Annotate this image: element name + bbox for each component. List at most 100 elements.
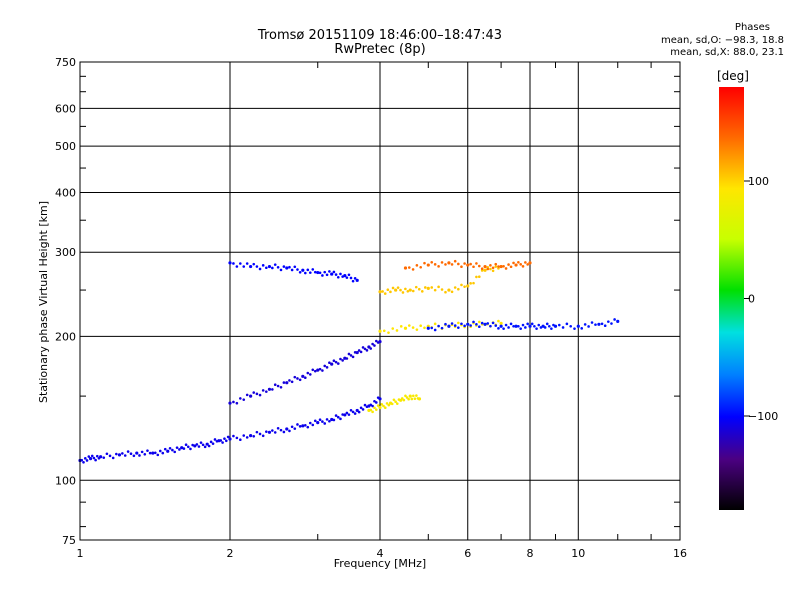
- echo-dot: [603, 324, 607, 328]
- series-2: [228, 339, 382, 405]
- echo-dot: [535, 327, 538, 330]
- echo-dot: [156, 453, 160, 457]
- echo-dot: [235, 436, 239, 440]
- echo-dot: [361, 346, 365, 349]
- data-point: [483, 268, 487, 272]
- echo-dot: [353, 412, 357, 415]
- data-point: [541, 324, 545, 328]
- data-point: [553, 324, 558, 328]
- echo-dot: [369, 347, 373, 350]
- echo-dot: [521, 265, 525, 268]
- echo-dot: [245, 436, 249, 439]
- x-tick-label: 8: [527, 547, 534, 560]
- echo-dot: [382, 404, 385, 408]
- echo-dot: [308, 373, 312, 376]
- echo-dot: [524, 261, 527, 264]
- echo-dot: [472, 265, 475, 269]
- echo-dot: [261, 434, 265, 438]
- echo-dot: [282, 430, 286, 434]
- y-tick-label: 400: [55, 186, 76, 199]
- echo-dot: [239, 262, 242, 265]
- data-point: [399, 398, 403, 402]
- echo-dot: [288, 265, 291, 269]
- data-point: [408, 394, 412, 398]
- echo-dot: [594, 323, 597, 326]
- data-point: [466, 284, 470, 288]
- echo-dot: [590, 321, 594, 324]
- echo-dot: [279, 428, 283, 432]
- echo-dot: [472, 320, 475, 324]
- echo-dot: [255, 265, 259, 268]
- echo-dot: [406, 289, 410, 293]
- data-point: [330, 272, 334, 276]
- echo-dot: [105, 452, 109, 456]
- data-point: [483, 322, 487, 326]
- echo-dot: [313, 270, 317, 274]
- echo-dot: [357, 410, 361, 414]
- echo-dot: [161, 451, 165, 455]
- echo-dot: [517, 260, 520, 264]
- data-point: [135, 451, 139, 455]
- echo-dot: [550, 327, 553, 330]
- data-point: [267, 430, 272, 434]
- echo-dot: [357, 349, 361, 352]
- echo-dot: [521, 323, 525, 327]
- echo-dot: [189, 447, 192, 451]
- echo-dot: [444, 290, 447, 294]
- echo-dot: [450, 290, 454, 294]
- echo-dot: [475, 275, 478, 279]
- data-point: [355, 350, 359, 355]
- echo-dot: [209, 440, 213, 444]
- echo-dot: [341, 359, 344, 362]
- data-point: [285, 266, 289, 270]
- echo-dot: [345, 276, 349, 279]
- echo-dot: [80, 458, 84, 462]
- echo-dot: [115, 452, 118, 456]
- echo-dot: [407, 324, 411, 327]
- echo-dot: [223, 437, 226, 440]
- echo-dot: [306, 268, 310, 272]
- echo-dot: [195, 443, 199, 446]
- x-tick-label: 6: [464, 547, 471, 560]
- series-6: [378, 264, 503, 295]
- echo-dot: [265, 266, 268, 270]
- echo-dot: [399, 288, 402, 292]
- echo-dot: [258, 393, 262, 397]
- echo-dot: [83, 457, 87, 460]
- echo-dot: [339, 272, 342, 276]
- echo-dot: [457, 287, 460, 291]
- echo-dot: [480, 269, 484, 272]
- echo-dot: [477, 320, 481, 324]
- echo-dot: [502, 327, 505, 330]
- data-point: [343, 274, 347, 278]
- echo-dot: [387, 331, 390, 334]
- echo-dot: [444, 322, 447, 326]
- echo-dot: [539, 326, 543, 329]
- echo-dot: [380, 403, 384, 406]
- echo-dot: [226, 435, 230, 439]
- echo-dot: [404, 394, 407, 398]
- echo-dot: [252, 262, 256, 266]
- series-8: [426, 318, 620, 332]
- echo-dot: [293, 375, 297, 379]
- echo-dot: [339, 357, 342, 361]
- echo-dot: [519, 263, 522, 266]
- echo-dot: [491, 266, 495, 270]
- echo-dot: [245, 262, 249, 265]
- echo-dot: [361, 408, 365, 411]
- echo-dot: [232, 262, 235, 265]
- echo-dot: [391, 327, 395, 330]
- echo-dot: [138, 454, 141, 457]
- data-point: [499, 264, 503, 269]
- echo-dot: [186, 445, 190, 449]
- echo-dot: [219, 439, 223, 442]
- y-tick-label: 75: [62, 534, 76, 547]
- echo-dot: [313, 419, 317, 423]
- echo-dot: [475, 322, 478, 326]
- echo-dot: [258, 432, 262, 436]
- echo-dot: [154, 451, 157, 455]
- echo-dot: [158, 449, 162, 453]
- echo-dot: [126, 450, 130, 453]
- echo-dot: [475, 262, 478, 265]
- echo-dot: [298, 425, 302, 428]
